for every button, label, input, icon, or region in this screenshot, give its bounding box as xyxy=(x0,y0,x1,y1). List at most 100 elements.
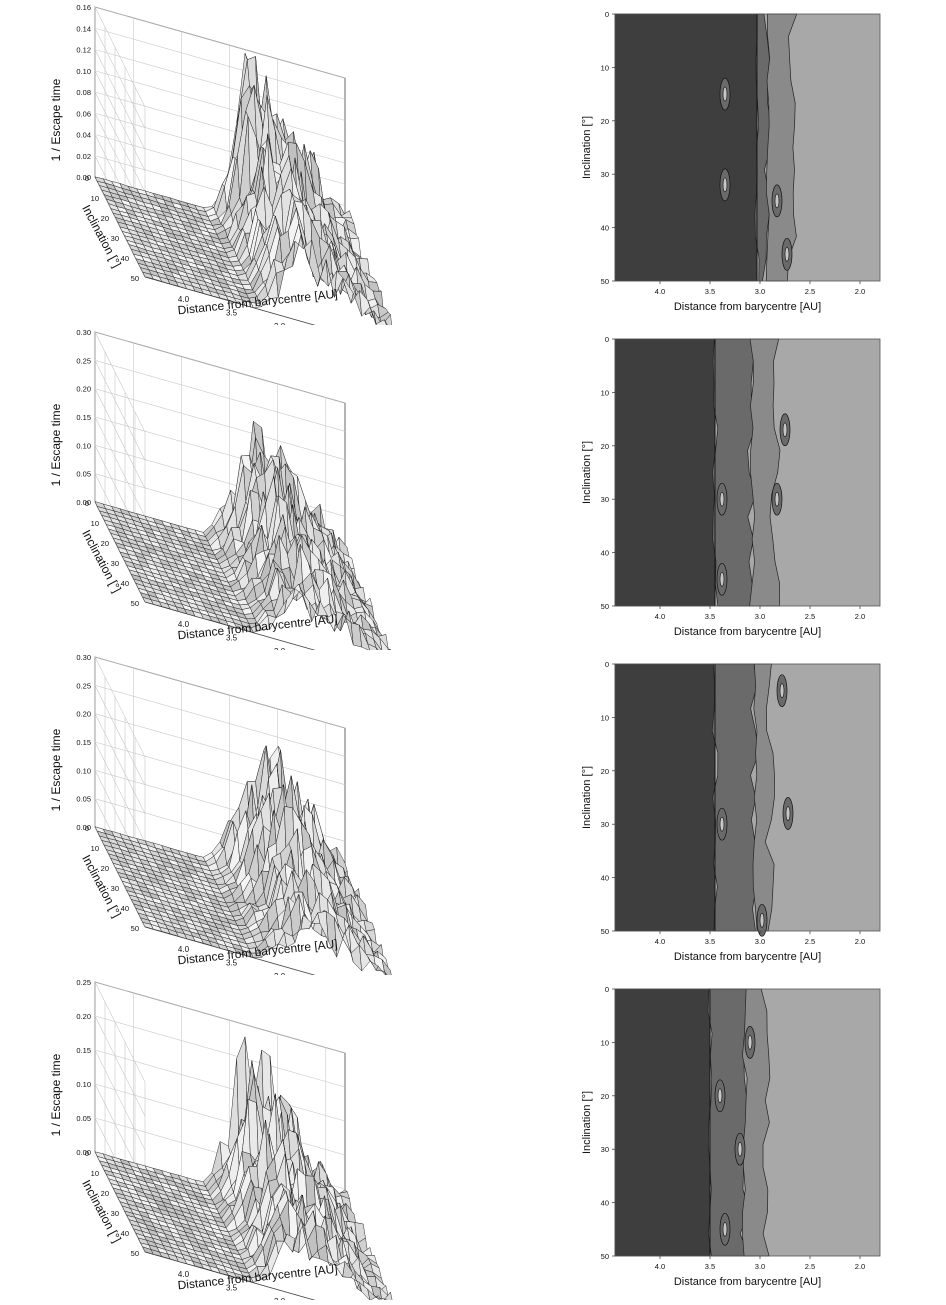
z-tick-label: 0.30 xyxy=(76,653,91,662)
contour-island-core xyxy=(785,806,791,821)
z-gridline-back xyxy=(94,1015,346,1088)
z-gridline-back xyxy=(94,6,346,79)
contour-island-core xyxy=(722,1222,728,1237)
x-tick-label: 3.0 xyxy=(755,1262,765,1271)
z-gridline-left xyxy=(94,91,146,193)
x-tick-label: 4.0 xyxy=(655,937,665,946)
y-tick-label: 50 xyxy=(131,274,139,283)
x-tick-label: 4.0 xyxy=(178,1270,190,1279)
x-tick-label: 2.0 xyxy=(855,612,865,621)
z-gridline-back xyxy=(94,49,346,121)
y-tick-label: 30 xyxy=(601,170,609,179)
x-tick-label: 4.0 xyxy=(655,287,665,296)
z-gridline-left xyxy=(94,70,146,171)
z-gridline-left xyxy=(94,1015,146,1117)
surface-plot-1-svg: 0.00 0.02 0.04 0.06 0.08 0.10 0.12 0.14 0.16 0 10 2… xyxy=(49,3,396,349)
y-axis-label: Inclination [°] xyxy=(581,766,593,829)
z-tick-label: 0.06 xyxy=(76,109,91,118)
y-tick-label: 40 xyxy=(121,579,129,588)
contour-island-core xyxy=(717,1088,723,1104)
contour-island-core xyxy=(719,572,725,587)
z-gridline-back xyxy=(94,1083,346,1156)
x-tick-label: 2.5 xyxy=(805,1262,815,1271)
y-tick-label: 40 xyxy=(601,1199,609,1208)
z-gridline-left xyxy=(94,28,146,129)
z-tick-label: 0.20 xyxy=(76,385,91,394)
y-tick-label: 10 xyxy=(91,1169,99,1178)
x-tick-label: 3.5 xyxy=(705,287,715,296)
z-gridline-left xyxy=(94,1049,146,1151)
y-axis-label: Inclination [°] xyxy=(581,116,593,179)
y-tick-label: 30 xyxy=(111,234,119,243)
x-tick-label: 3.0 xyxy=(274,1297,286,1300)
z-gridline-left xyxy=(94,685,146,786)
contour-island-core xyxy=(779,683,785,699)
contour-fill xyxy=(614,663,880,937)
z-tick-label: 0.15 xyxy=(76,413,91,422)
z-tick-label: 0.04 xyxy=(76,131,91,140)
contour-fill xyxy=(614,338,880,607)
x-tick-label: 3.5 xyxy=(226,1284,238,1293)
y-tick-label: 50 xyxy=(601,1252,609,1261)
contour-fill xyxy=(614,13,880,282)
y-tick-label: 20 xyxy=(601,1092,609,1101)
y-tick-label: 0 xyxy=(85,499,89,508)
surface-plot-3-svg: 0.00 0.05 0.10 0.15 0.20 0.25 0.30 0 10 20 30 40 50 4… xyxy=(49,653,396,1009)
y-tick-label: 0 xyxy=(605,335,609,344)
z-gridline-back xyxy=(94,27,346,100)
y-tick-label: 10 xyxy=(91,844,99,853)
contour-island-core xyxy=(719,491,725,507)
y-tick-label: 0 xyxy=(85,1149,89,1158)
z-tick-label: 0.02 xyxy=(76,152,91,161)
z-gridline-left xyxy=(94,656,146,758)
y-tick-label: 10 xyxy=(601,713,609,722)
z-tick-label: 0.05 xyxy=(76,1114,91,1123)
surface-plot-4-svg: 0.00 0.05 0.10 0.15 0.20 0.25 0 10 20 30 40 50 4.0 3.… xyxy=(49,978,396,1305)
contour-island-core xyxy=(782,422,788,438)
x-tick-label: 3.5 xyxy=(226,309,238,318)
region-unstable xyxy=(614,988,711,1257)
y-tick-label: 50 xyxy=(601,927,609,936)
z-tick-label: 0.00 xyxy=(76,823,91,832)
z-gridline-left xyxy=(94,360,146,461)
x-tick-label: 2.5 xyxy=(805,612,815,621)
y-tick-label: 0 xyxy=(85,174,89,183)
contour-island-core xyxy=(722,86,728,102)
z-gridline-back xyxy=(94,741,346,814)
y-tick-label: 40 xyxy=(121,1229,129,1238)
x-tick-label: 3.0 xyxy=(755,612,765,621)
x-tick-label: 4.0 xyxy=(178,295,190,304)
z-gridline-back xyxy=(94,416,346,489)
x-tick-label: 3.5 xyxy=(705,1262,715,1271)
plot-frame xyxy=(614,13,881,282)
z-tick-label: 0.08 xyxy=(76,88,91,97)
y-tick-label: 10 xyxy=(91,519,99,528)
z-gridline-left xyxy=(94,713,146,814)
contour-island-core xyxy=(722,177,728,193)
x-tick-label: 2.5 xyxy=(805,287,815,296)
contour-island-core xyxy=(759,913,765,928)
plot-frame xyxy=(614,988,881,1257)
y-tick-label: 20 xyxy=(101,1189,109,1198)
z-tick-label: 0.10 xyxy=(76,766,91,775)
z-gridline-left xyxy=(94,388,146,489)
y-tick-label: 20 xyxy=(601,767,609,776)
y-tick-label: 30 xyxy=(111,884,119,893)
z-gridline-left xyxy=(94,981,146,1083)
z-tick-label: 0.14 xyxy=(76,24,91,33)
z-tick-label: 0.25 xyxy=(76,356,91,365)
z-tick-label: 0.15 xyxy=(76,738,91,747)
y-tick-label: 40 xyxy=(601,549,609,558)
x-tick-label: 4.0 xyxy=(178,620,190,629)
z-gridline-back xyxy=(94,360,346,432)
contour-fill xyxy=(614,988,880,1257)
y-tick-label: 10 xyxy=(91,194,99,203)
z-axis-label: 1 / Escape time xyxy=(49,728,63,811)
contour-island-core xyxy=(774,193,780,209)
region-unstable xyxy=(614,663,716,932)
y-tick-label: 40 xyxy=(601,224,609,233)
y-tick-label: 30 xyxy=(601,495,609,504)
surface-plot-3: 0.00 0.05 0.10 0.15 0.20 0.25 0.30 0 10 20 30 40 50 4… xyxy=(0,650,420,1009)
y-tick-label: 0 xyxy=(605,660,609,669)
region-unstable xyxy=(614,13,758,282)
